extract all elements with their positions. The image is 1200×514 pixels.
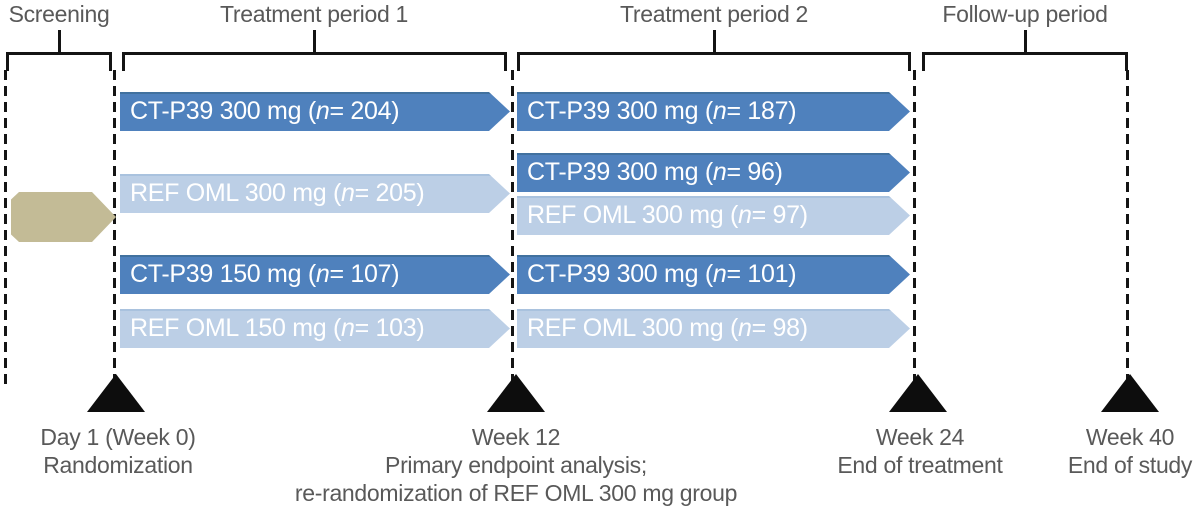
milestone-week12-desc-2: re-randomization of REF OML 300 mg group <box>294 480 738 506</box>
arrow-label-pre: REF OML 300 mg ( <box>527 201 738 229</box>
bracket-screening <box>6 30 112 71</box>
arrow-tp1-ctp39-300: CT-P39 300 mg (n = 204) <box>120 92 510 131</box>
bracket-right-tick <box>504 52 507 71</box>
arrow-label-pre: CT-P39 300 mg ( <box>527 158 713 186</box>
milestone-week12-title: Week 12 <box>471 424 561 450</box>
boundary-dashed-line-week0 <box>113 70 116 388</box>
milestone-week24-title: Week 24 <box>875 424 965 450</box>
milestone-triangle-icon <box>87 374 145 412</box>
arrow-tp2-refoml-300-continued: REF OML 300 mg (n = 97) <box>517 196 910 235</box>
bracket-treatment-2 <box>517 30 911 71</box>
arrow-label-n: n <box>315 260 330 288</box>
milestone-triangle-icon <box>1101 374 1159 412</box>
arrow-tp1-refoml-150: REF OML 150 mg (n = 103) <box>120 309 510 348</box>
arrow-label-n: n <box>315 97 330 125</box>
bracket-bar <box>517 52 911 55</box>
milestone-week40-title: Week 40 <box>1085 424 1175 450</box>
screening-arrow <box>11 192 116 242</box>
arrow-label-pre: CT-P39 300 mg ( <box>527 97 713 125</box>
arrow-label-post: = 187) <box>726 97 797 125</box>
arrow-tp1-refoml-300: REF OML 300 mg (n = 205) <box>120 174 510 213</box>
period-label-screening: Screening <box>8 1 110 27</box>
bracket-bar <box>922 52 1128 55</box>
bracket-right-tick <box>109 52 112 71</box>
arrow-tp2-ctp39-300-continued: CT-P39 300 mg (n = 187) <box>517 92 910 131</box>
bracket-bar <box>6 52 112 55</box>
arrow-label-post: = 103) <box>354 314 425 342</box>
arrow-label-post: = 204) <box>329 97 400 125</box>
period-label-treatment-2: Treatment period 2 <box>619 1 809 27</box>
bracket-treatment-1 <box>122 30 507 71</box>
arrow-tp2-refoml-300-from-150: REF OML 300 mg (n = 98) <box>517 309 910 348</box>
arrow-label-pre: CT-P39 300 mg ( <box>527 260 713 288</box>
bracket-center-tick <box>712 30 716 55</box>
bracket-bar <box>122 52 507 55</box>
milestone-triangle-icon <box>487 374 545 412</box>
arrow-label-post: = 101) <box>726 260 797 288</box>
milestone-week0-title: Day 1 (Week 0) <box>40 424 196 450</box>
arrow-label-n: n <box>341 314 355 342</box>
arrow-tp2-ctp39-300-from-150: CT-P39 300 mg (n = 101) <box>517 255 910 294</box>
bracket-left-tick <box>517 52 520 71</box>
arrow-label-post: = 205) <box>354 179 425 207</box>
bracket-center-tick <box>1023 30 1027 55</box>
milestone-week0-desc: Randomization <box>43 452 193 478</box>
period-label-follow-up: Follow-up period <box>942 1 1108 27</box>
arrow-label-n: n <box>712 97 727 125</box>
boundary-dashed-line-week24 <box>913 70 916 388</box>
arrow-label-pre: CT-P39 300 mg ( <box>130 97 316 125</box>
arrow-label-n: n <box>738 314 752 342</box>
arrow-label-pre: REF OML 300 mg ( <box>130 179 341 207</box>
arrow-label-n: n <box>712 260 727 288</box>
milestone-triangle-icon <box>889 374 947 412</box>
arrow-label-n: n <box>341 179 355 207</box>
milestone-week40-desc: End of study <box>1067 452 1193 478</box>
arrow-label-post: = 107) <box>329 260 400 288</box>
bracket-center-tick <box>57 30 61 55</box>
boundary-dashed-line-week40 <box>1126 70 1129 388</box>
arrow-label-pre: CT-P39 150 mg ( <box>130 260 316 288</box>
arrow-tp2-ctp39-300-switched: CT-P39 300 mg (n = 96) <box>517 153 910 192</box>
arrow-label-post: = 97) <box>751 201 808 229</box>
arrow-label-n: n <box>738 201 752 229</box>
bracket-left-tick <box>122 52 125 71</box>
bracket-follow-up <box>922 30 1128 71</box>
arrow-tp1-ctp39-150: CT-P39 150 mg (n = 107) <box>120 255 510 294</box>
arrow-label-pre: REF OML 150 mg ( <box>130 314 341 342</box>
arrow-label-post: = 96) <box>726 158 783 186</box>
bracket-left-tick <box>6 52 9 71</box>
arrow-label-post: = 98) <box>751 314 808 342</box>
milestone-week12-desc: Primary endpoint analysis; <box>385 452 647 478</box>
arrow-label-n: n <box>712 158 727 186</box>
arrow-label-pre: REF OML 300 mg ( <box>527 314 738 342</box>
boundary-dashed-line-week12 <box>511 70 514 388</box>
boundary-dashed-line-start <box>4 70 7 388</box>
bracket-left-tick <box>922 52 925 71</box>
milestone-week24-desc: End of treatment <box>837 452 1003 478</box>
bracket-center-tick <box>313 30 316 55</box>
bracket-right-tick <box>1125 52 1128 71</box>
period-label-treatment-1: Treatment period 1 <box>219 1 409 27</box>
bracket-right-tick <box>908 52 911 71</box>
